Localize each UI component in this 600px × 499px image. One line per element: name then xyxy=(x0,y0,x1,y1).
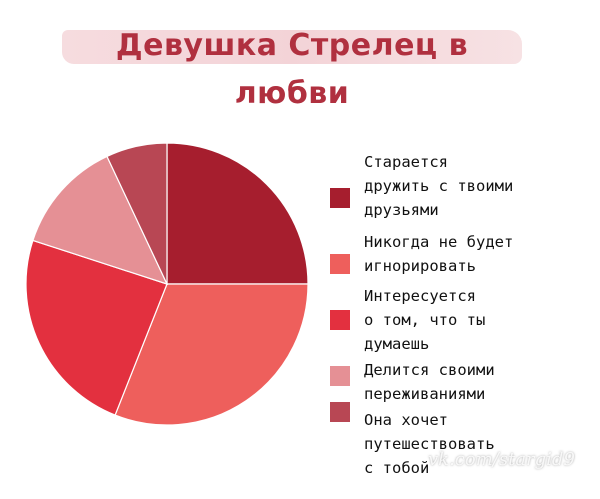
pie-slice-3 xyxy=(25,239,168,416)
pie-slice-5 xyxy=(106,142,168,285)
title-highlight xyxy=(62,30,522,64)
legend-swatch-3 xyxy=(330,310,350,330)
legend-line: Делится своими xyxy=(364,361,495,379)
legend-label-2: Никогда не будет игнорировать xyxy=(364,230,594,278)
watermark-text: vk.com/stargid9 xyxy=(428,449,575,470)
legend-line: о том, что ты xyxy=(364,311,486,329)
legend-label-4: Делится своими переживаниями xyxy=(364,358,594,406)
pie-slice-2 xyxy=(114,283,309,426)
pie-slice-4 xyxy=(32,155,169,285)
legend-swatch-4 xyxy=(330,366,350,386)
legend-line: Интересуется xyxy=(364,287,476,305)
legend-swatch-5 xyxy=(330,402,350,422)
legend-line: путешествовать xyxy=(364,435,495,453)
legend-line: переживаниями xyxy=(364,385,486,403)
legend-swatch-1 xyxy=(330,188,350,208)
legend-line: друзьями xyxy=(364,201,439,219)
legend-line: Старается xyxy=(364,153,448,171)
legend-swatch-2 xyxy=(330,254,350,274)
legend-label-1: Старается дружить с твоими друзьями xyxy=(364,150,594,222)
pie-slice-1 xyxy=(166,142,309,285)
chart-title: Девушка Стрелец в любви xyxy=(115,28,469,111)
legend-line: игнорировать xyxy=(364,257,476,275)
legend-line: с тобой xyxy=(364,459,430,477)
legend-label-3: Интересуется о том, что ты думаешь xyxy=(364,284,594,356)
legend-line: Никогда не будет xyxy=(364,233,514,251)
legend-line: Она хочет xyxy=(364,411,448,429)
legend-line: думаешь xyxy=(364,335,430,353)
legend-label-5: Она хочет путешествовать с тобой xyxy=(364,408,594,480)
legend-line: дружить с твоими xyxy=(364,177,514,195)
title-block: Девушка Стрелец в любви xyxy=(62,22,522,111)
